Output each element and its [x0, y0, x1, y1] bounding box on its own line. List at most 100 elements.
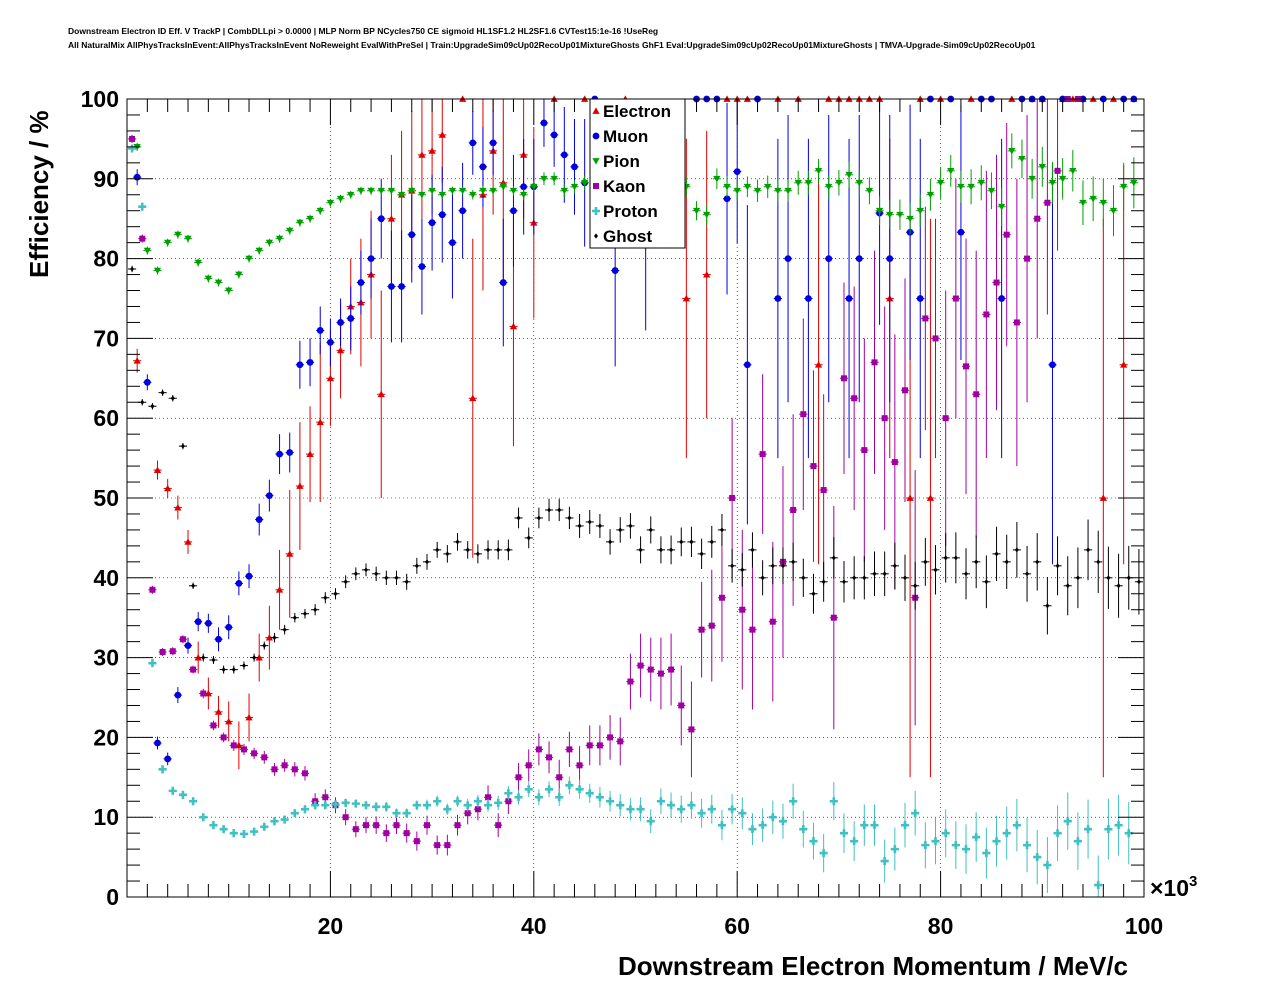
- data-point-proton: [880, 839, 889, 883]
- legend-label: Ghost: [603, 227, 652, 246]
- marker: [276, 450, 283, 458]
- marker: [1075, 575, 1080, 581]
- x-tick-label: 100: [1125, 913, 1163, 939]
- legend-entry-proton: Proton: [592, 202, 658, 221]
- y-tick-label: 40: [93, 565, 119, 591]
- data-point-kaon: [585, 725, 594, 766]
- marker: [1065, 583, 1070, 589]
- data-point-kaon: [443, 834, 452, 856]
- marker: [189, 797, 198, 806]
- marker: [825, 255, 833, 262]
- marker: [896, 211, 904, 219]
- marker: [545, 785, 554, 794]
- data-point-proton: [463, 798, 472, 812]
- marker: [646, 817, 655, 826]
- marker: [875, 207, 884, 215]
- data-point-kaon: [1022, 114, 1032, 403]
- data-point-ghost: [433, 541, 442, 558]
- data-point-muon: [163, 752, 172, 766]
- marker: [1106, 575, 1111, 581]
- marker: [382, 802, 391, 811]
- marker: [486, 547, 491, 553]
- data-point-pion: [489, 185, 498, 196]
- data-point-kaon: [972, 250, 981, 538]
- marker: [499, 183, 507, 191]
- data-point-ghost: [850, 556, 859, 600]
- marker: [170, 395, 175, 401]
- data-point-pion: [1109, 185, 1118, 237]
- legend-marker: [594, 233, 598, 239]
- marker: [220, 734, 227, 741]
- marker: [1028, 175, 1036, 183]
- data-point-ghost: [1083, 519, 1093, 581]
- data-point-ghost: [789, 542, 798, 581]
- marker: [255, 654, 263, 661]
- data-point-proton: [148, 659, 157, 668]
- marker: [707, 805, 716, 814]
- marker: [240, 746, 247, 753]
- data-point-ghost: [239, 661, 249, 670]
- marker: [769, 618, 776, 625]
- data-point-muon: [204, 613, 213, 633]
- data-point-ghost: [656, 536, 665, 564]
- data-point-proton: [677, 795, 686, 823]
- marker: [1079, 199, 1087, 207]
- data-point-pion: [143, 246, 152, 255]
- marker: [951, 841, 960, 850]
- marker: [347, 191, 355, 199]
- marker: [252, 655, 257, 661]
- data-point-ghost: [270, 632, 279, 643]
- marker: [560, 151, 568, 159]
- marker: [374, 571, 379, 577]
- data-point-pion: [855, 170, 864, 196]
- data-point-muon: [448, 186, 457, 299]
- marker: [555, 793, 564, 802]
- x-tick-label: 20: [318, 913, 344, 939]
- data-point-electron: [468, 238, 477, 558]
- marker: [669, 547, 674, 553]
- data-point-ghost: [931, 545, 940, 595]
- marker: [524, 785, 533, 794]
- marker: [138, 202, 147, 211]
- marker: [993, 279, 1000, 286]
- data-point-proton: [443, 803, 452, 815]
- data-point-muon: [783, 114, 793, 403]
- data-point-ghost: [717, 513, 727, 546]
- marker: [581, 179, 589, 187]
- data-point-pion: [275, 234, 284, 243]
- data-point-ghost: [128, 265, 137, 273]
- marker: [688, 726, 695, 733]
- marker: [387, 187, 396, 195]
- data-point-ghost: [870, 551, 879, 597]
- data-point-pion: [234, 270, 243, 279]
- marker: [974, 559, 979, 565]
- data-point-proton: [911, 790, 920, 836]
- y-tick-label: 20: [93, 724, 119, 750]
- marker: [190, 666, 197, 673]
- y-tick-label: 50: [93, 485, 119, 511]
- marker: [596, 742, 603, 749]
- data-point-pion: [906, 203, 915, 234]
- data-point-kaon: [961, 238, 971, 495]
- marker: [618, 527, 623, 533]
- marker: [932, 335, 939, 342]
- data-point-pion: [1078, 180, 1088, 226]
- marker: [906, 494, 914, 501]
- data-point-ghost: [1104, 546, 1113, 609]
- marker: [357, 279, 365, 286]
- marker: [1086, 547, 1091, 553]
- marker: [730, 563, 735, 569]
- data-point-pion: [316, 206, 325, 215]
- data-point-ghost: [677, 527, 686, 557]
- marker: [316, 207, 324, 215]
- data-point-muon: [346, 286, 355, 351]
- data-point-ghost: [250, 653, 259, 662]
- legend-marker: [593, 183, 599, 189]
- marker: [184, 538, 192, 545]
- marker: [306, 215, 314, 223]
- marker: [789, 797, 798, 806]
- data-point-kaon: [595, 725, 604, 766]
- marker: [1099, 494, 1107, 501]
- marker: [814, 167, 823, 175]
- data-point-proton: [931, 817, 940, 865]
